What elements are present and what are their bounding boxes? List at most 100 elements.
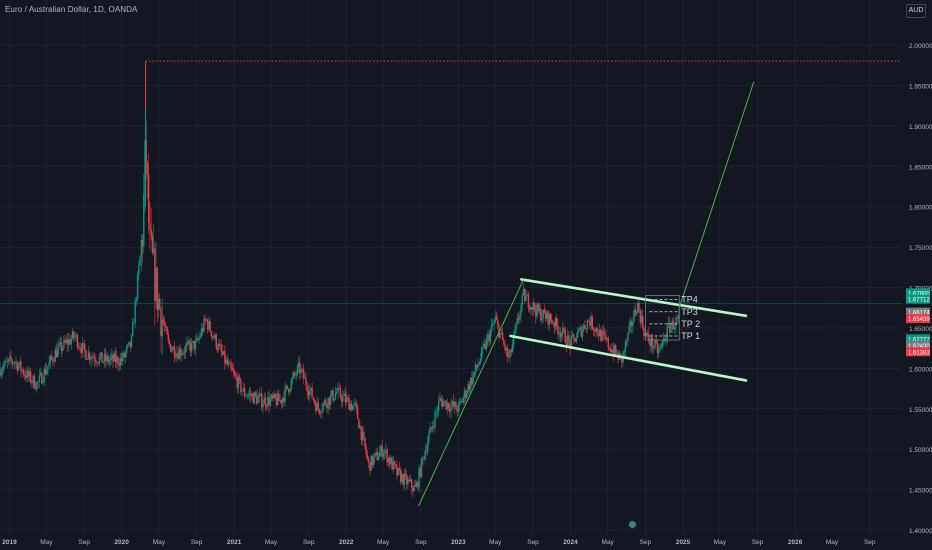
candle xyxy=(559,327,562,343)
candle xyxy=(402,473,404,488)
candle xyxy=(327,397,329,415)
candle xyxy=(176,346,178,363)
candle xyxy=(585,328,587,333)
candle xyxy=(638,299,640,313)
x-tick-label: 2024 xyxy=(563,539,578,546)
candle xyxy=(607,335,609,352)
candle xyxy=(334,386,337,401)
candle xyxy=(258,388,260,403)
candle xyxy=(125,344,128,358)
candle xyxy=(347,394,349,402)
candle xyxy=(398,462,401,475)
candle xyxy=(229,360,231,364)
candle xyxy=(132,317,134,337)
candle xyxy=(143,173,145,253)
candle xyxy=(296,363,299,378)
candle xyxy=(328,397,331,410)
candle xyxy=(245,393,247,397)
candle xyxy=(87,345,90,361)
candle xyxy=(43,365,45,387)
candle xyxy=(580,325,582,339)
candle xyxy=(369,461,371,476)
candle xyxy=(505,346,507,357)
y-tick-label: 1.55000 xyxy=(909,407,932,414)
candle xyxy=(0,366,2,380)
candle xyxy=(227,357,230,369)
candle xyxy=(403,468,406,491)
candle xyxy=(563,325,565,334)
candle xyxy=(100,351,102,360)
candle xyxy=(41,371,43,385)
candle xyxy=(89,351,91,365)
candle xyxy=(138,260,140,281)
candle xyxy=(397,467,399,477)
candle xyxy=(445,400,447,411)
candle xyxy=(160,306,162,353)
candle xyxy=(16,360,18,375)
candle xyxy=(235,370,237,381)
candle xyxy=(460,397,462,406)
candle xyxy=(676,315,678,325)
candle xyxy=(172,345,174,350)
candle xyxy=(366,450,369,463)
candle xyxy=(546,310,548,321)
x-tick-label: Sep xyxy=(527,539,539,546)
candle xyxy=(537,301,539,313)
candle xyxy=(311,382,313,399)
candle xyxy=(458,398,461,411)
economic-events-icon[interactable] xyxy=(628,520,637,529)
channel-upper-line xyxy=(520,278,748,318)
candle xyxy=(358,417,360,429)
candle xyxy=(221,344,224,357)
candle xyxy=(145,120,147,181)
candle xyxy=(659,343,661,353)
candle xyxy=(524,288,526,304)
price-badge xyxy=(906,314,930,324)
candle xyxy=(198,331,200,344)
candle xyxy=(444,400,446,406)
candle xyxy=(251,391,253,401)
candle xyxy=(173,340,176,363)
candle xyxy=(202,323,204,336)
candle xyxy=(203,314,205,334)
y-tick-label: 2.00000 xyxy=(909,43,932,50)
price-badge xyxy=(906,340,930,350)
candle xyxy=(53,355,55,367)
candle xyxy=(113,350,115,362)
candle xyxy=(653,346,655,354)
candle xyxy=(596,326,598,336)
candle xyxy=(385,442,387,458)
x-tick-label: May xyxy=(826,539,839,546)
candle xyxy=(159,292,161,310)
candle xyxy=(288,388,290,396)
target-zone-box xyxy=(645,295,680,341)
candle xyxy=(386,447,388,467)
candle xyxy=(55,343,58,359)
candle xyxy=(6,358,9,369)
candle xyxy=(506,344,509,363)
candle xyxy=(589,315,591,330)
candle xyxy=(614,344,617,356)
candle xyxy=(157,295,160,319)
candle xyxy=(483,337,485,350)
candle xyxy=(248,387,251,402)
candle xyxy=(667,316,670,328)
candle xyxy=(406,470,408,490)
candle xyxy=(527,291,530,313)
candle xyxy=(567,328,569,349)
candle xyxy=(39,367,42,378)
candle xyxy=(14,360,16,370)
candle xyxy=(225,355,227,366)
candle xyxy=(274,393,276,400)
candle xyxy=(632,317,634,334)
currency-button[interactable]: AUD xyxy=(906,4,926,18)
candle xyxy=(440,395,442,408)
candle xyxy=(553,321,555,335)
candle xyxy=(20,356,22,378)
candle xyxy=(410,478,413,495)
candle xyxy=(451,399,453,411)
candle xyxy=(236,371,238,394)
x-tick-label: May xyxy=(714,539,727,546)
candle xyxy=(218,338,220,353)
